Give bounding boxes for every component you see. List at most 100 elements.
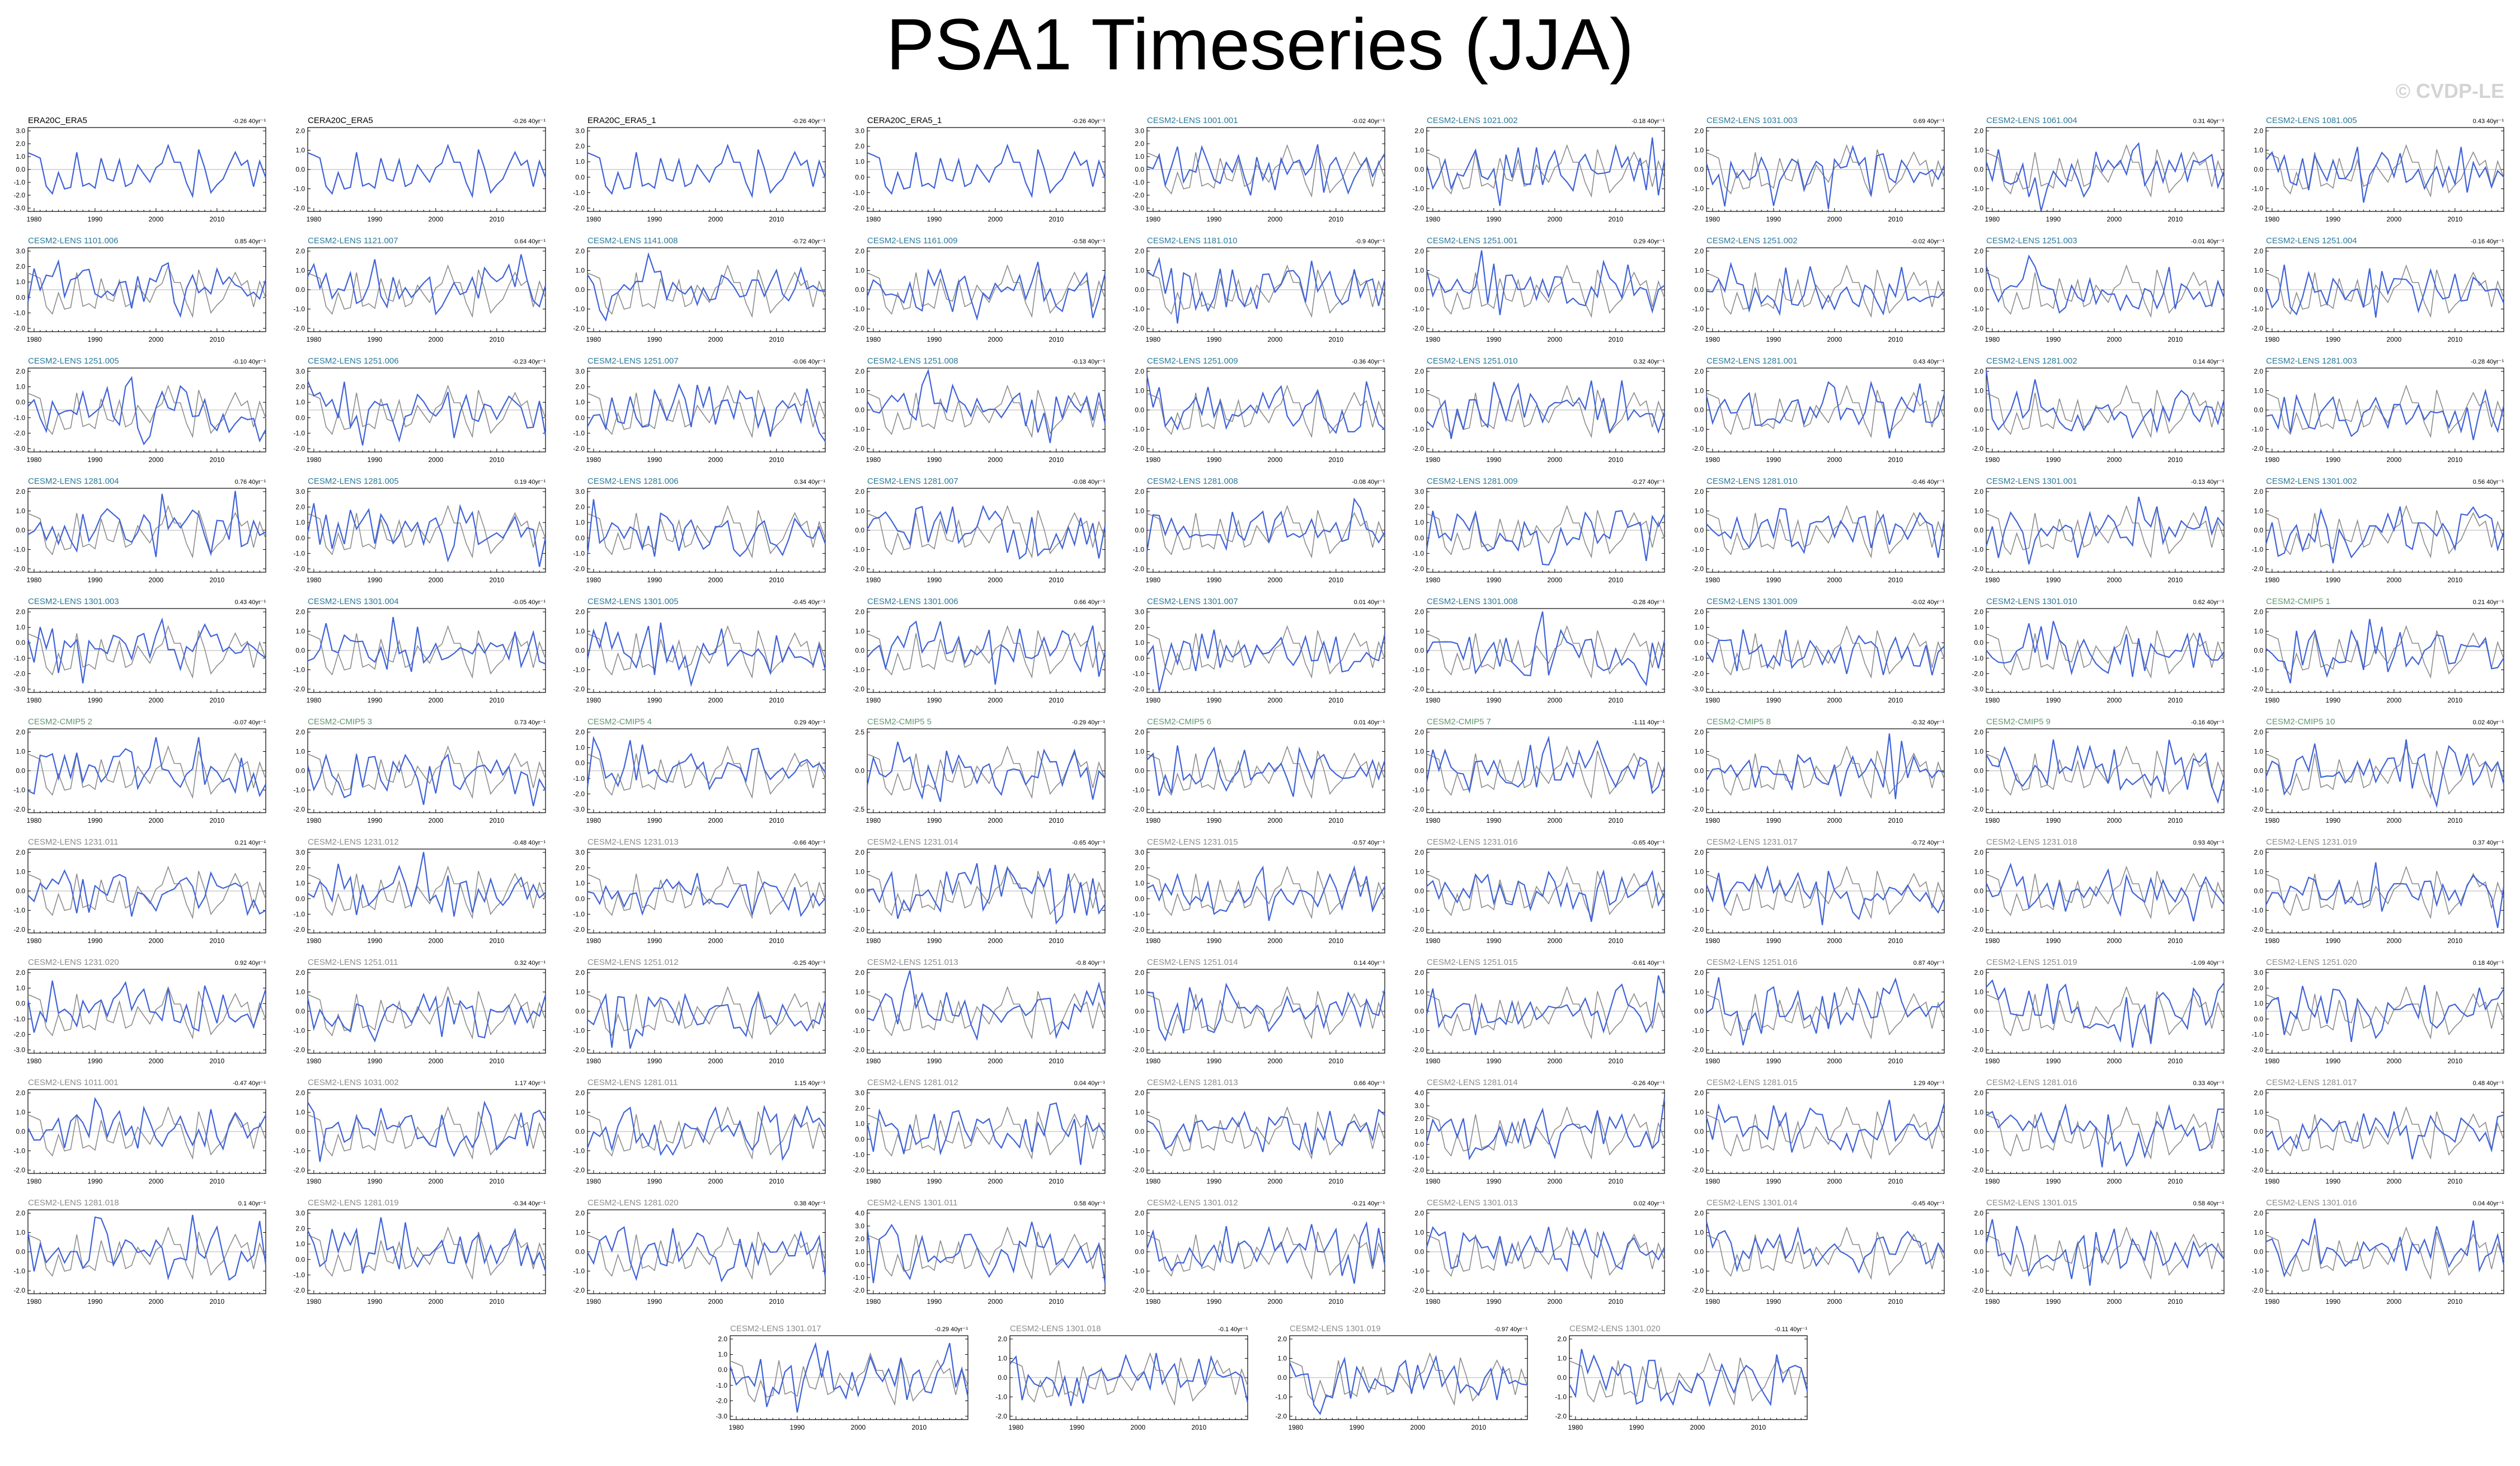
x-tick-label: 1990 [1766, 336, 1781, 343]
y-tick-label: -1.0 [13, 786, 25, 794]
x-tick-label: 1990 [2046, 456, 2061, 464]
y-tick-label: 1.0 [2254, 748, 2263, 756]
x-tick-label: 2000 [1547, 456, 1562, 464]
panel-trend-label: -0.23 40yr⁻¹ [513, 359, 546, 365]
x-tick-label: 1990 [2326, 456, 2341, 464]
reference-series-line [1146, 865, 1385, 920]
y-tick-label: 0.0 [575, 1007, 585, 1015]
timeseries-panel: CESM2-CMIP5 10 0.02 40yr⁻¹ 2.0 1.0 0.0 -1.0 -2… [2251, 717, 2505, 824]
y-tick-label: 0.0 [1974, 639, 1983, 647]
y-tick-label: -2.0 [1972, 445, 1983, 452]
panel-trend-label: 0.56 40yr⁻¹ [2473, 479, 2504, 485]
y-tick-label: 2.0 [1694, 969, 1704, 977]
x-tick-label: 2010 [769, 215, 784, 223]
panel-title: CESM2-LENS 1301.010 [1986, 597, 2077, 606]
x-tick-label: 1990 [88, 336, 103, 343]
x-tick-label: 2010 [209, 456, 224, 464]
panel-trend-label: 0.87 40yr⁻¹ [1913, 960, 1945, 967]
panel-title: CESM2-CMIP5 7 [1427, 717, 1491, 727]
x-tick-label: 2000 [2107, 937, 2122, 945]
y-tick-label: 1.0 [1414, 748, 1424, 756]
x-tick-label: 1990 [1207, 456, 1222, 464]
panel-title: CESM2-LENS 1031.002 [308, 1078, 399, 1087]
y-tick-label: -1.0 [1692, 305, 1704, 313]
y-tick-label: 2.0 [1135, 140, 1144, 148]
panel-trend-label: -0.36 40yr⁻¹ [1352, 359, 1385, 365]
y-tick-label: -2.0 [1972, 1046, 1983, 1054]
x-tick-label: 2010 [2168, 215, 2183, 223]
x-tick-label: 1990 [88, 696, 103, 704]
panel-title: CESM2-LENS 1281.007 [867, 477, 958, 486]
watermark-label: © CVDP-LE [2395, 79, 2504, 102]
x-tick-label: 1990 [2326, 1057, 2341, 1065]
reference-series-line [1426, 986, 1665, 1040]
timeseries-panel: CESM2-LENS 1231.015 -0.57 40yr⁻¹ 3.0 2.0 1.0… [1132, 837, 1385, 945]
panel-title: CESM2-LENS 1251.016 [1706, 958, 1798, 967]
member-series-line [2265, 388, 2505, 440]
reference-series-line [1426, 505, 1665, 559]
y-tick-label: 0.0 [575, 414, 585, 422]
x-tick-label: 1980 [27, 1057, 42, 1065]
x-tick-label: 1990 [88, 817, 103, 824]
x-tick-label: 2000 [1547, 937, 1562, 945]
reference-series-line [867, 505, 1106, 559]
y-tick-label: -1.0 [1412, 549, 1424, 557]
panel-title: CESM2-LENS 1251.008 [867, 356, 958, 366]
x-tick-label: 2000 [2107, 576, 2122, 584]
x-tick-label: 2010 [769, 576, 784, 584]
y-tick-label: 1.0 [1414, 147, 1424, 154]
panel-trend-label: -0.01 40yr⁻¹ [2191, 238, 2224, 245]
timeseries-panel: CESM2-LENS 1231.016 -0.65 40yr⁻¹ 2.0 1.0 0.0… [1412, 837, 1665, 945]
panel-trend-label: -0.26 40yr⁻¹ [233, 118, 266, 125]
x-tick-label: 1980 [586, 817, 601, 824]
x-tick-label: 1990 [368, 937, 383, 945]
x-tick-label: 1990 [1487, 1057, 1502, 1065]
y-tick-label: -2.0 [1692, 565, 1704, 573]
x-tick-label: 1980 [866, 937, 881, 945]
y-tick-label: 1.0 [1974, 988, 1983, 996]
member-series-line [1986, 739, 2225, 804]
x-tick-label: 1990 [1207, 215, 1222, 223]
y-tick-label: 2.0 [855, 488, 864, 496]
member-series-line [2265, 984, 2504, 1043]
y-tick-label: 1.0 [1135, 153, 1144, 161]
panel-title: CESM2-CMIP5 8 [1706, 717, 1771, 727]
y-tick-label: 1.0 [295, 518, 305, 526]
x-tick-label: 2000 [2386, 937, 2401, 945]
member-series-line [1705, 865, 1945, 926]
member-series-line [27, 491, 266, 558]
y-tick-label: -2.0 [2251, 685, 2263, 693]
x-tick-label: 1980 [1985, 456, 2000, 464]
member-series-line [307, 616, 546, 672]
panel-trend-label: -0.8 40yr⁻¹ [1075, 960, 1105, 967]
y-tick-label: 2.0 [295, 127, 305, 135]
panel-title: CESM2-LENS 1301.007 [1147, 597, 1238, 606]
y-tick-label: 1.0 [2254, 1000, 2263, 1007]
y-tick-label: 2.0 [575, 608, 585, 616]
y-tick-label: 2.0 [1414, 728, 1424, 736]
y-tick-label: 0.0 [16, 767, 25, 775]
x-tick-label: 2000 [428, 456, 443, 464]
y-tick-label: -1.0 [1412, 305, 1424, 313]
x-tick-label: 1990 [1487, 817, 1502, 824]
y-tick-label: 2.0 [575, 864, 585, 872]
y-tick-label: -2.0 [1972, 926, 1983, 934]
x-tick-label: 1990 [1207, 1057, 1222, 1065]
y-tick-label: 0.0 [575, 895, 585, 903]
x-tick-label: 2000 [428, 215, 443, 223]
panel-trend-label: 0.66 40yr⁻¹ [1074, 599, 1106, 606]
y-tick-label: 2.0 [2254, 488, 2263, 496]
x-tick-label: 2010 [209, 1177, 224, 1185]
y-tick-label: 3.0 [16, 247, 25, 255]
reference-series-line [1426, 625, 1665, 679]
y-tick-label: -1.0 [13, 654, 25, 662]
timeseries-panel: CESM2-LENS 1231.013 -0.66 40yr⁻¹ 3.0 2.0 1.0… [573, 837, 826, 945]
y-tick-label: 2.0 [1694, 367, 1704, 375]
timeseries-panel: CESM2-LENS 1251.015 -0.61 40yr⁻¹ 2.0 1.0 0.0… [1412, 958, 1666, 1065]
timeseries-panel: CESM2-LENS 1281.004 0.76 40yr⁻¹ 2.0 1.0 0.0 -… [13, 477, 266, 584]
y-tick-label: 1.0 [1414, 868, 1424, 876]
y-tick-label: 1.0 [1414, 267, 1424, 275]
y-tick-label: -2.0 [1412, 1046, 1424, 1054]
x-tick-label: 2010 [1328, 817, 1343, 824]
y-tick-label: -3.0 [1132, 204, 1144, 212]
